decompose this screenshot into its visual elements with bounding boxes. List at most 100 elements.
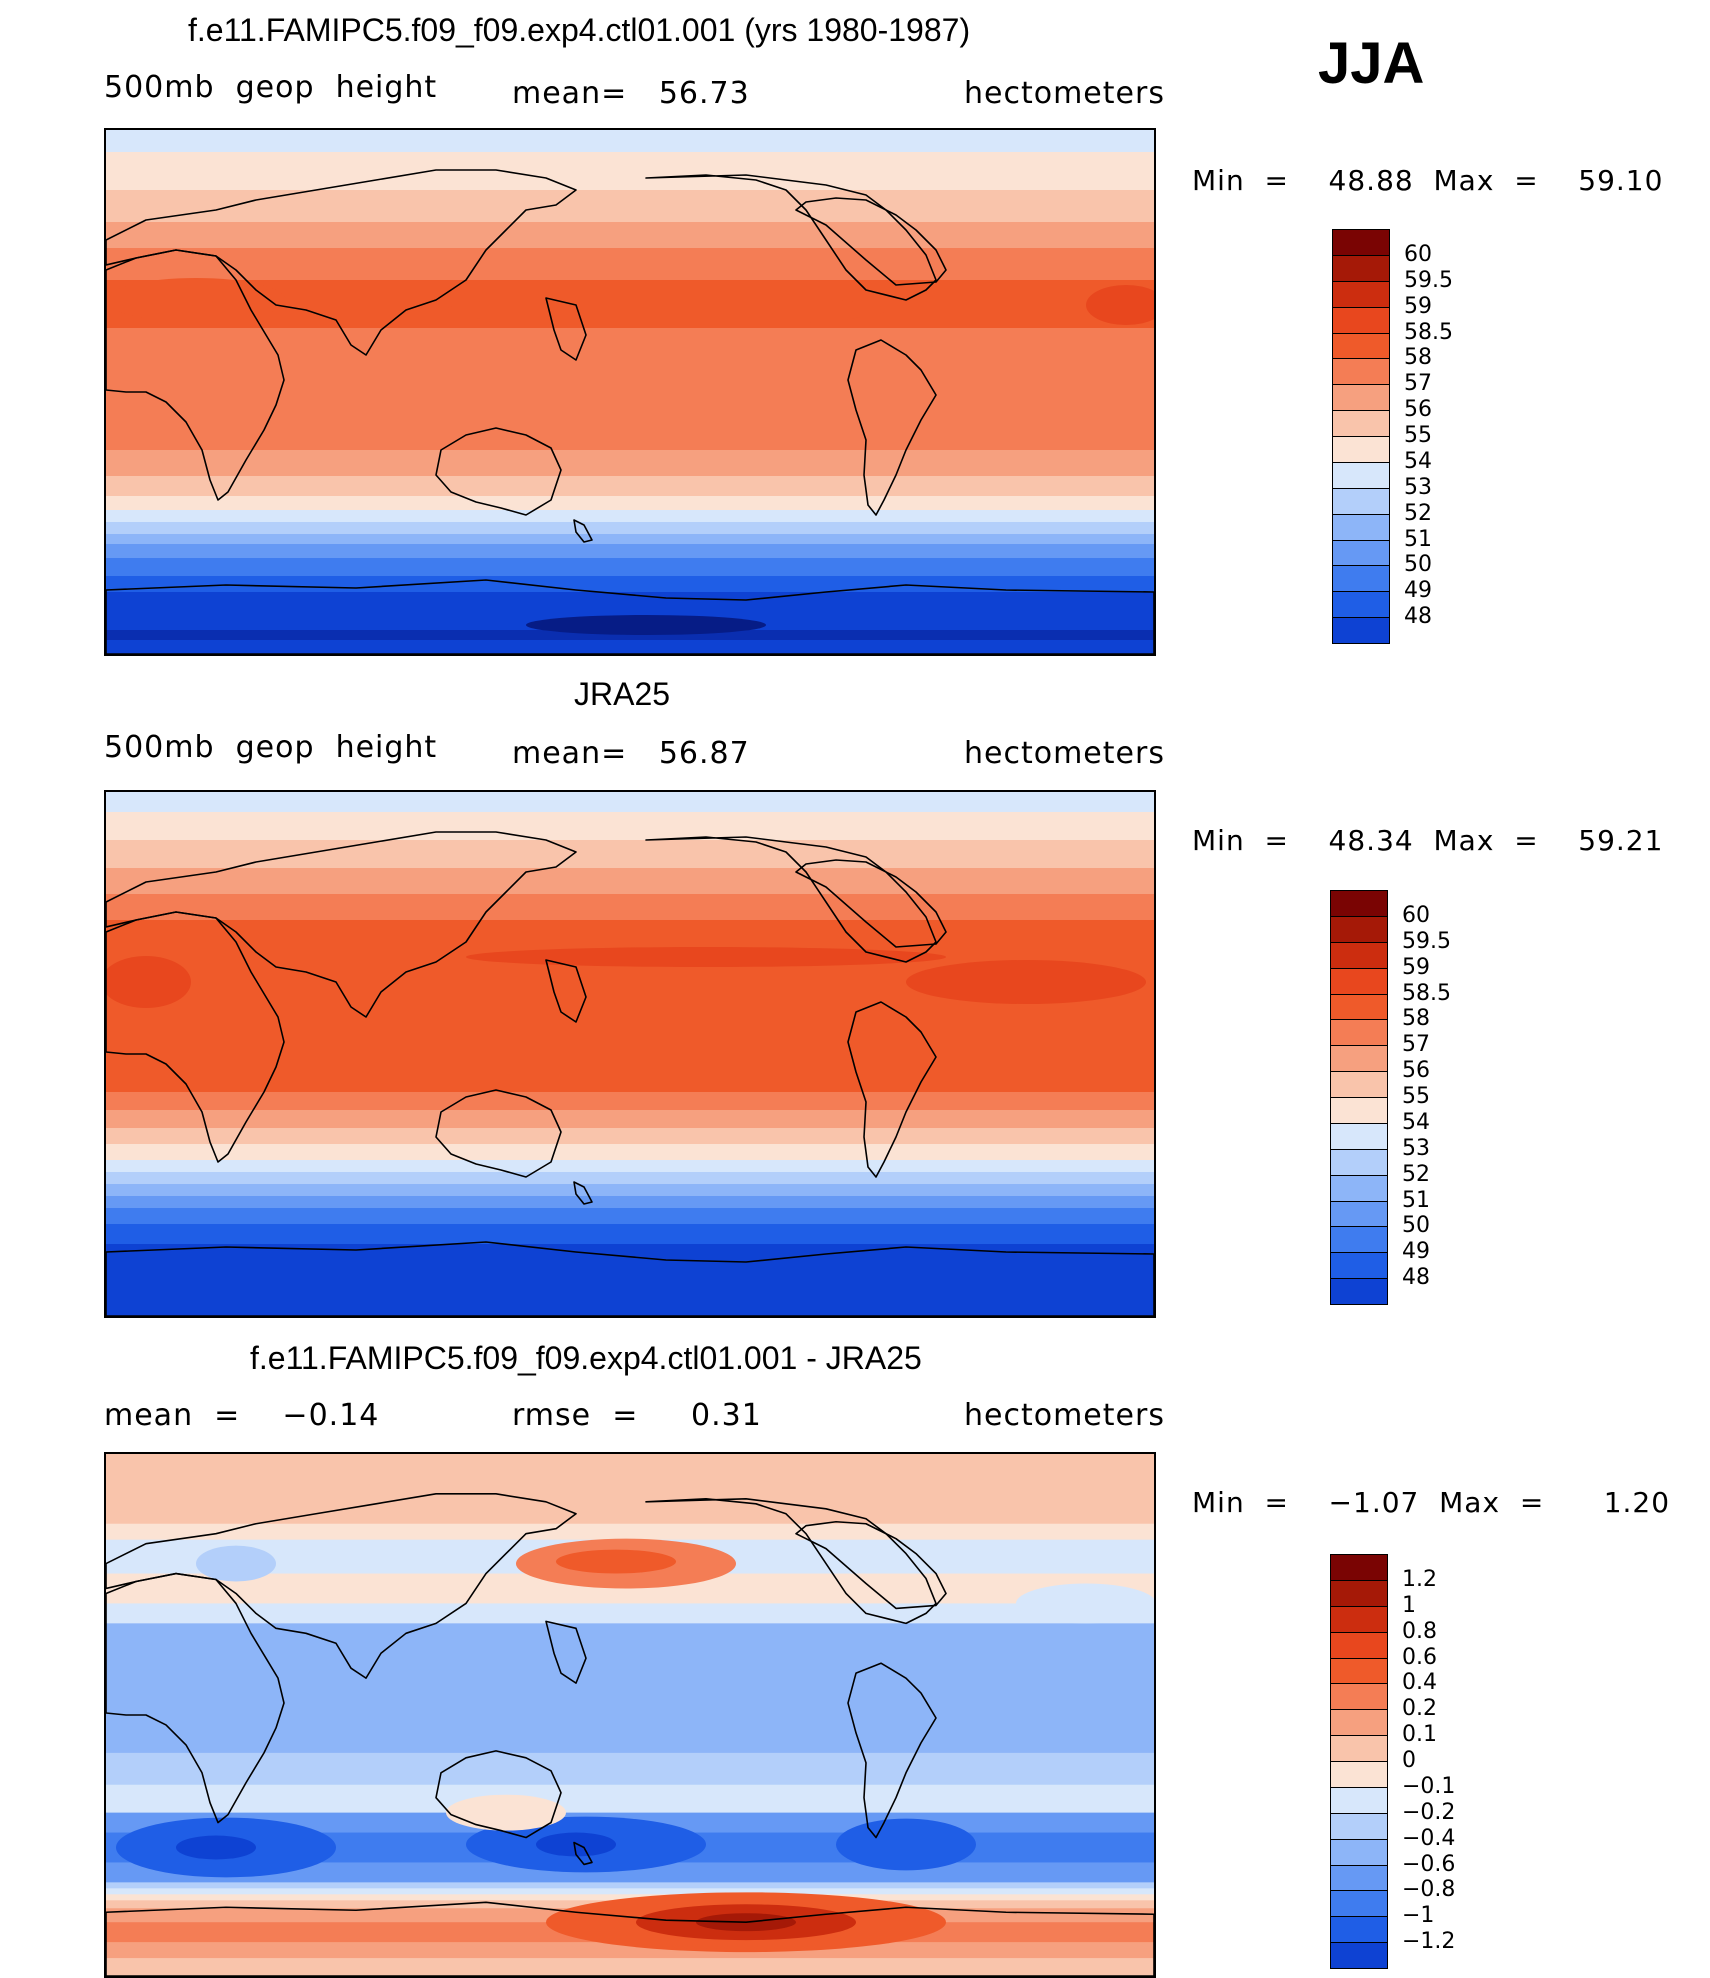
contour-band — [106, 840, 1154, 869]
contour-feature — [446, 1794, 566, 1831]
colorbar-level-label: 51 — [1404, 526, 1432, 552]
colorbar-swatch — [1332, 565, 1390, 593]
contour-band — [106, 1784, 1154, 1814]
panel-1-variable-label: 500mb geop height — [104, 70, 438, 105]
colorbar-swatch — [1332, 229, 1390, 256]
colorbar-level-label: 0.2 — [1402, 1696, 1437, 1722]
colorbar-level-label: 59.5 — [1402, 928, 1451, 954]
contour-band — [106, 630, 1154, 641]
colorbar-swatch — [1330, 1122, 1388, 1150]
contour-band — [106, 1144, 1154, 1161]
contour-band — [106, 868, 1154, 895]
contour-feature — [196, 1545, 276, 1582]
panel-3-map — [104, 1452, 1156, 1978]
colorbar-swatch — [1330, 1864, 1388, 1892]
colorbar-swatch — [1330, 1071, 1388, 1098]
colorbar-level-label: 55 — [1404, 423, 1432, 448]
panel-3-colorbar: 1.2 1 0.8 0.6 0.4 0.2 0.1 0 −0.1 −0.2 −0.4 −0.6 −0.8… — [1330, 1554, 1455, 1969]
contour-band — [106, 190, 1154, 223]
coastline — [545, 1620, 587, 1684]
coastline — [106, 831, 577, 1018]
coastline — [106, 1241, 1154, 1316]
coastline — [545, 297, 587, 361]
contour-band — [106, 1882, 1154, 1890]
colorbar-level-label: 52 — [1404, 500, 1432, 526]
contour-feature — [906, 960, 1146, 1004]
colorbar-swatch — [1330, 1097, 1388, 1124]
coastline — [106, 1493, 577, 1679]
contour-band — [106, 1888, 1154, 1896]
colorbar-swatch — [1332, 617, 1390, 644]
panel-1-map — [104, 128, 1156, 656]
colorbar-swatch — [1330, 1735, 1388, 1762]
colorbar-swatch — [1332, 410, 1390, 437]
colorbar-swatch — [1332, 306, 1390, 334]
colorbar-level-label: 1.2 — [1402, 1566, 1437, 1592]
coastline — [106, 579, 1154, 654]
coastline — [106, 1901, 1154, 1976]
colorbar-swatch — [1330, 1226, 1388, 1254]
coastline — [435, 1089, 562, 1178]
contour-band — [106, 812, 1154, 841]
colorbar-level-label: 60 — [1402, 902, 1430, 928]
contour-band — [106, 1184, 1154, 1197]
contour-band — [106, 222, 1154, 249]
colorbar-level-label: 59 — [1404, 293, 1432, 319]
contour-band — [106, 1208, 1154, 1225]
panel-1-minmax: Min = 48.88 Max = 59.10 — [1192, 164, 1664, 197]
coastline — [645, 174, 937, 301]
colorbar-swatch — [1330, 915, 1388, 943]
contour-band — [106, 534, 1154, 545]
colorbar-level-label: 58.5 — [1402, 980, 1451, 1006]
colorbar-level-label: 57 — [1402, 1032, 1430, 1058]
panel-1-title: f.e11.FAMIPC5.f09_f09.exp4.ctl01.001 (yr… — [188, 12, 971, 48]
colorbar-level-label: 56 — [1402, 1058, 1430, 1084]
colorbar-swatch — [1330, 1838, 1388, 1866]
contour-band — [106, 248, 1154, 281]
contour-band — [106, 1894, 1154, 1902]
colorbar-swatch — [1330, 1631, 1388, 1659]
colorbar-swatch — [1330, 1278, 1388, 1305]
panel-2-minmax: Min = 48.34 Max = 59.21 — [1192, 824, 1664, 857]
colorbar-level-label: −0.2 — [1402, 1799, 1456, 1825]
colorbar-level-label: −1.2 — [1402, 1929, 1456, 1955]
coastline — [847, 339, 937, 516]
colorbar-level-label: 58 — [1402, 1006, 1430, 1032]
colorbar-level-label: 0.1 — [1402, 1722, 1437, 1748]
contour-band — [106, 1224, 1154, 1245]
colorbar-level-label: 59 — [1402, 954, 1430, 980]
season-label: JJA — [1318, 31, 1425, 96]
colorbar-swatch — [1330, 1174, 1388, 1202]
colorbar-level-label: 56 — [1404, 397, 1432, 423]
contour-band — [106, 152, 1154, 191]
panel-2-units-label: hectometers — [964, 736, 1165, 771]
colorbar-swatch — [1330, 1045, 1388, 1073]
contour-feature — [176, 1835, 256, 1860]
panel-3-rmse-label: rmse = 0.31 — [512, 1398, 762, 1433]
colorbar-swatch — [1330, 941, 1388, 969]
contour-band — [106, 522, 1154, 535]
colorbar-swatch — [1332, 436, 1390, 463]
panel-3-units-label: hectometers — [964, 1398, 1165, 1433]
colorbar-level-label: 0 — [1402, 1748, 1416, 1773]
colorbar-swatch — [1330, 967, 1388, 995]
colorbar-level-label: −1 — [1402, 1903, 1435, 1929]
panel-2-colorbar: 60 59.5 59 58.5 58 57 56 55 54 53 52 51 50 49 48 — [1330, 890, 1451, 1305]
colorbar-swatch — [1330, 1942, 1388, 1969]
colorbar-swatch — [1330, 1683, 1388, 1711]
contour-feature — [836, 1818, 976, 1871]
colorbar-swatch — [1332, 280, 1390, 308]
coastline — [795, 859, 947, 948]
colorbar-level-label: 48 — [1404, 604, 1432, 630]
colorbar-swatch — [1330, 1916, 1388, 1944]
colorbar-swatch — [1332, 513, 1390, 541]
contour-band — [106, 544, 1154, 559]
contour-band — [106, 1092, 1154, 1111]
contour-band — [106, 130, 1154, 153]
panel-2-mean-label: mean= 56.87 — [512, 736, 750, 771]
coastline — [573, 1841, 593, 1866]
contour-band — [106, 558, 1154, 577]
colorbar-swatch — [1330, 1890, 1388, 1918]
contour-feature — [526, 615, 766, 635]
coastline — [545, 959, 587, 1023]
